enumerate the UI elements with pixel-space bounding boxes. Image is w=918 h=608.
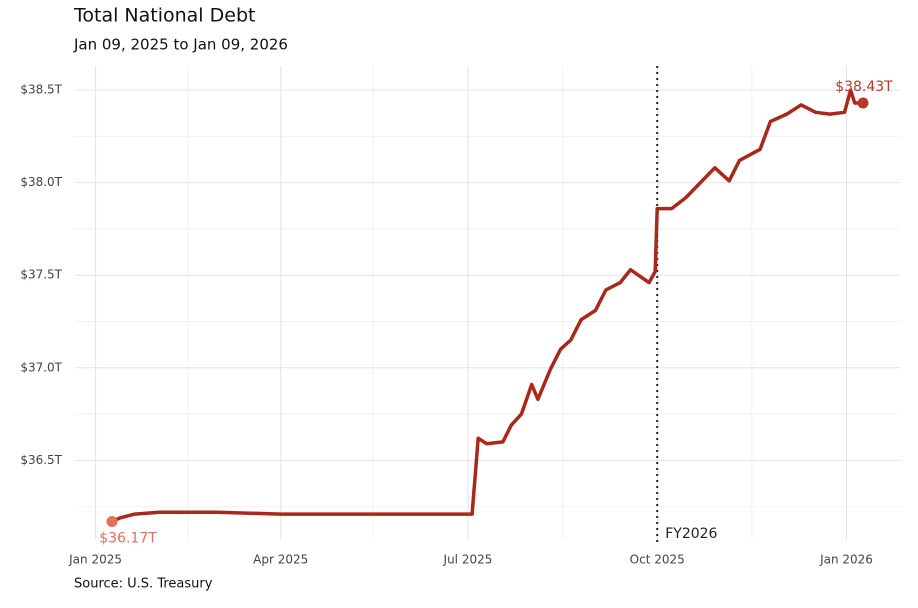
y-tick-label: $37.5T	[20, 268, 62, 282]
x-tick-label: Jan 2026	[819, 553, 873, 567]
x-tick-label: Apr 2025	[253, 553, 308, 567]
x-tick-label: Jan 2025	[68, 553, 122, 567]
y-tick-label: $37.0T	[20, 360, 62, 374]
x-tick-label: Jul 2025	[443, 553, 493, 567]
source-note: Source: U.S. Treasury	[74, 577, 213, 592]
data-label: $38.43T	[835, 79, 893, 95]
y-tick-label: $38.5T	[20, 83, 62, 97]
y-tick-label: $36.5T	[20, 453, 62, 467]
x-tick-label: Oct 2025	[630, 553, 685, 567]
data-label: $36.17T	[99, 530, 157, 546]
chart-subtitle: Jan 09, 2025 to Jan 09, 2026	[73, 36, 288, 54]
annotation-label: FY2026	[665, 526, 717, 542]
chart-title: Total National Debt	[73, 5, 255, 27]
end-marker	[106, 515, 118, 527]
end-marker	[857, 97, 869, 109]
data-line	[111, 88, 863, 524]
y-tick-label: $38.0T	[20, 175, 62, 189]
